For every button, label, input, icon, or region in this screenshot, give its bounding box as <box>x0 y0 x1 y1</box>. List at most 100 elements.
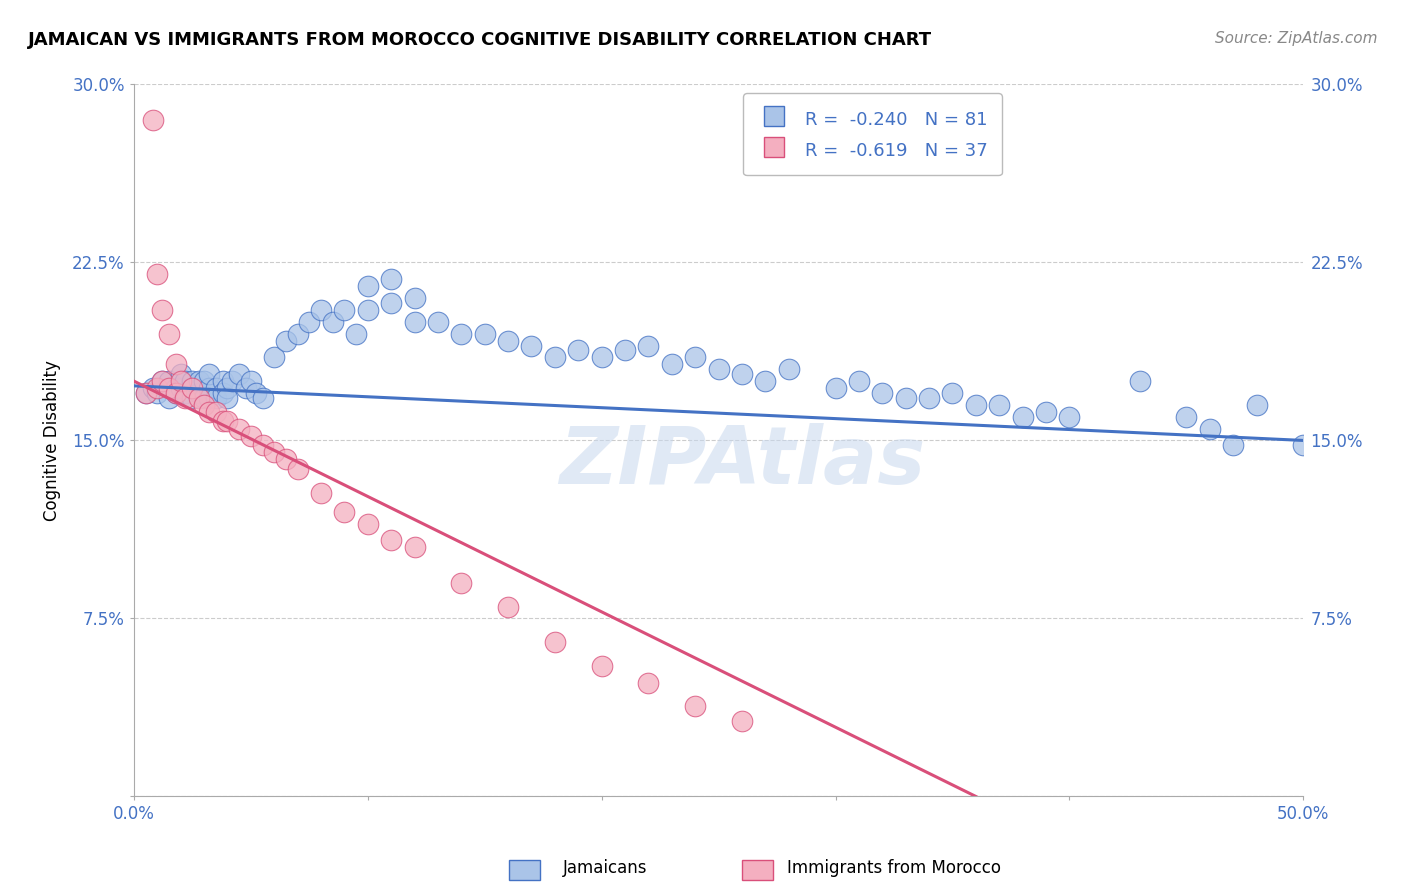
Point <box>174 391 197 405</box>
Point <box>1011 409 1033 424</box>
Point <box>918 391 941 405</box>
Point <box>181 381 204 395</box>
Point <box>1035 405 1057 419</box>
Point <box>404 315 426 329</box>
Point <box>263 445 285 459</box>
Point <box>544 635 567 649</box>
Point <box>1059 409 1081 424</box>
Point <box>193 398 215 412</box>
Point <box>239 374 262 388</box>
Point <box>1246 398 1268 412</box>
Point <box>274 334 297 348</box>
Point <box>165 386 187 401</box>
Point <box>165 386 187 401</box>
Point <box>197 367 219 381</box>
Point <box>193 391 215 405</box>
Point <box>591 659 613 673</box>
Point <box>211 374 233 388</box>
Point <box>142 381 165 395</box>
Point <box>174 386 197 401</box>
Legend: R =  -0.240   N = 81, R =  -0.619   N = 37: R = -0.240 N = 81, R = -0.619 N = 37 <box>744 94 1002 176</box>
Point <box>274 452 297 467</box>
Point <box>637 338 659 352</box>
Point <box>941 386 963 401</box>
Point <box>204 381 226 395</box>
Text: JAMAICAN VS IMMIGRANTS FROM MOROCCO COGNITIVE DISABILITY CORRELATION CHART: JAMAICAN VS IMMIGRANTS FROM MOROCCO COGN… <box>28 31 932 49</box>
Y-axis label: Cognitive Disability: Cognitive Disability <box>44 360 60 521</box>
Point <box>404 541 426 555</box>
Point <box>181 374 204 388</box>
Point <box>1292 438 1315 452</box>
Point <box>142 113 165 128</box>
Point <box>661 358 683 372</box>
Point <box>344 326 367 341</box>
Point <box>357 302 380 317</box>
Point <box>197 405 219 419</box>
Point <box>174 374 197 388</box>
Point <box>731 714 754 728</box>
Point <box>496 334 519 348</box>
Point <box>872 386 894 401</box>
Point <box>169 367 191 381</box>
Point <box>150 302 173 317</box>
Point <box>169 381 191 395</box>
Point <box>197 381 219 395</box>
Point <box>217 391 239 405</box>
Point <box>228 421 250 435</box>
Point <box>157 391 180 405</box>
Point <box>287 326 309 341</box>
Point <box>731 367 754 381</box>
Point <box>217 414 239 428</box>
Point <box>380 533 402 548</box>
Point <box>146 268 169 282</box>
Point <box>520 338 543 352</box>
Point <box>637 675 659 690</box>
Point <box>157 374 180 388</box>
Point <box>1222 438 1244 452</box>
Point <box>211 414 233 428</box>
Point <box>211 386 233 401</box>
Point <box>221 374 243 388</box>
Point <box>150 374 173 388</box>
Point <box>188 386 211 401</box>
Point <box>778 362 800 376</box>
Point <box>567 343 589 358</box>
Point <box>333 302 356 317</box>
Point <box>380 295 402 310</box>
Point <box>683 351 706 365</box>
Point <box>1129 374 1152 388</box>
Point <box>146 381 169 395</box>
Point <box>357 516 380 531</box>
Point <box>380 272 402 286</box>
Point <box>357 279 380 293</box>
Text: ZIPAtlas: ZIPAtlas <box>558 423 925 500</box>
Point <box>217 381 239 395</box>
Point <box>193 374 215 388</box>
Point <box>683 699 706 714</box>
Point <box>165 381 187 395</box>
Point <box>1175 409 1198 424</box>
Point <box>165 358 187 372</box>
Point <box>1198 421 1220 435</box>
Point <box>169 374 191 388</box>
Point <box>146 386 169 401</box>
Point <box>496 599 519 614</box>
Point <box>263 351 285 365</box>
Point <box>614 343 637 358</box>
Point <box>450 326 472 341</box>
Point <box>544 351 567 365</box>
Point <box>239 428 262 442</box>
Point <box>181 381 204 395</box>
Point <box>450 575 472 590</box>
Point <box>824 381 846 395</box>
Point <box>988 398 1011 412</box>
Point <box>591 351 613 365</box>
Point <box>754 374 776 388</box>
Point <box>228 367 250 381</box>
Text: Source: ZipAtlas.com: Source: ZipAtlas.com <box>1215 31 1378 46</box>
Point <box>333 505 356 519</box>
Point <box>707 362 730 376</box>
Point <box>245 386 267 401</box>
Point <box>287 462 309 476</box>
Point <box>181 391 204 405</box>
